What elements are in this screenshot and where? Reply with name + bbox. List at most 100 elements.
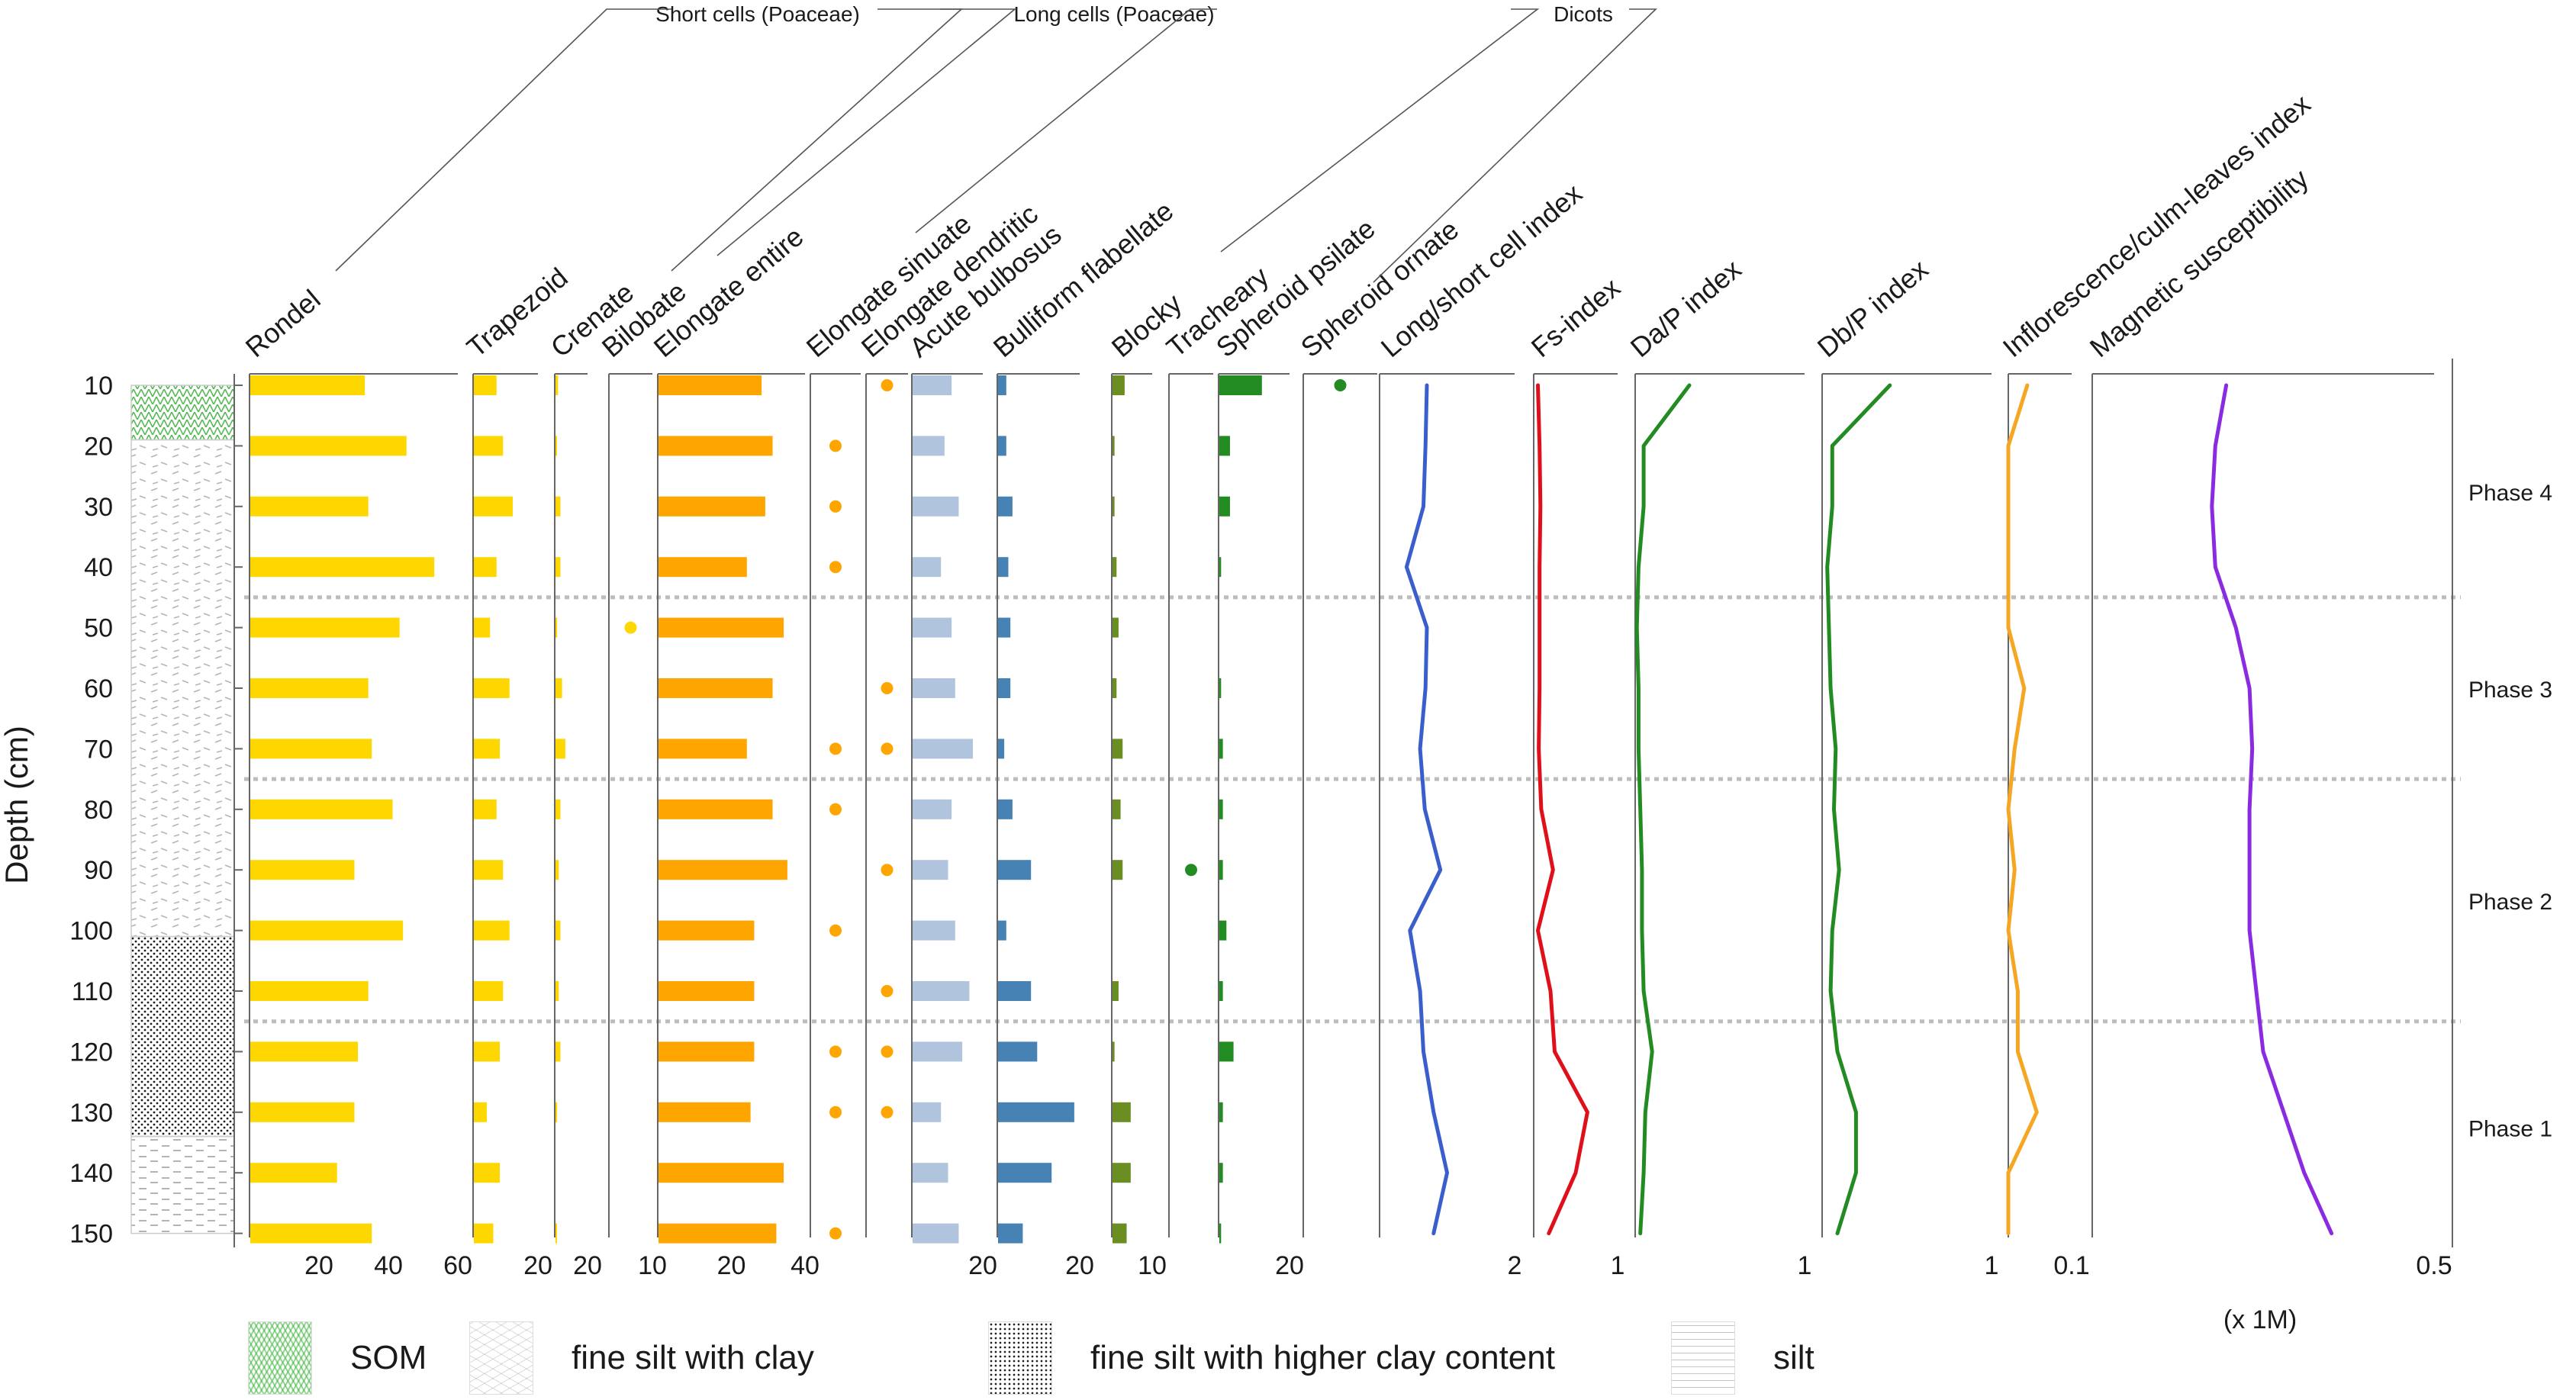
spheroid-psilate-bar-10 xyxy=(1219,375,1262,395)
y-tick-label-70: 70 xyxy=(84,735,113,764)
y-tick-label-20: 20 xyxy=(84,432,113,461)
acute-bulbosus-bar-40 xyxy=(913,557,942,578)
magnetic-susceptibility-tick-0-5: 0.5 xyxy=(2416,1251,2452,1280)
crenate-bar-50 xyxy=(555,617,558,638)
phase-boundaries xyxy=(244,359,2461,1247)
elongate-sinuate-dot-130 xyxy=(829,1106,842,1118)
elongate-entire-bar-120 xyxy=(658,1041,755,1062)
acute-bulbosus-tick-20: 20 xyxy=(968,1251,997,1280)
elongate-entire-bar-130 xyxy=(658,1102,751,1122)
crenate-bar-90 xyxy=(555,860,559,880)
blocky-bar-130 xyxy=(1113,1102,1131,1122)
y-tick-label-60: 60 xyxy=(84,674,113,703)
elongate-sinuate-dot-100 xyxy=(829,924,842,937)
rondel-bar-70 xyxy=(250,739,372,759)
elongate-entire-bar-140 xyxy=(658,1163,784,1183)
elongate-entire-tick-40: 40 xyxy=(791,1251,819,1280)
acute-bulbosus-bar-30 xyxy=(913,496,959,517)
elongate-entire-bar-60 xyxy=(658,678,773,698)
elongate-entire-bar-10 xyxy=(658,375,762,395)
da-p-index-tick-1: 1 xyxy=(1798,1251,1812,1280)
panel-db-p-index: Db/P index 1 xyxy=(1811,253,1999,1280)
acute-bulbosus-bar-100 xyxy=(913,920,955,941)
trapezoid-bar-40 xyxy=(474,557,497,578)
short-cells-poaceae-leader-1 xyxy=(335,8,671,272)
spheroid-ornate-dot-10 xyxy=(1334,379,1347,391)
elongate-entire-bar-40 xyxy=(658,557,747,578)
spheroid-psilate-bar-100 xyxy=(1219,920,1227,941)
bulliform-flabellate-bar-100 xyxy=(998,920,1006,941)
spheroid-psilate-bar-80 xyxy=(1219,799,1223,819)
bulliform-flabellate-bar-30 xyxy=(998,496,1013,517)
elongate-entire-bar-150 xyxy=(658,1223,777,1244)
y-tick-label-120: 120 xyxy=(69,1038,113,1067)
blocky-bar-140 xyxy=(1113,1163,1131,1183)
fs-index-title: Fs-index xyxy=(1525,272,1626,363)
crenate-bar-130 xyxy=(555,1102,558,1122)
dicots-group-label: Dicots xyxy=(1554,2,1613,26)
bilobate-tick-10: 10 xyxy=(638,1251,667,1280)
inflorescence-culm-leaves-index-tick-0-1: 0.1 xyxy=(2053,1251,2089,1280)
trapezoid-bar-30 xyxy=(474,496,513,517)
y-axis-ticks: 10 20 30 40 50 60 70 80 90 100 110 120 130 140 150 xyxy=(69,372,243,1249)
elongate-sinuate-dot-80 xyxy=(829,803,842,816)
panel-da-p-index: Da/P index 1 xyxy=(1624,253,1812,1280)
legend-fine-silt-higher-clay: fine silt with higher clay content xyxy=(988,1316,1555,1400)
crenate-bar-30 xyxy=(555,496,561,517)
rondel-bar-120 xyxy=(250,1041,359,1062)
elongate-entire-tick-20: 20 xyxy=(717,1251,746,1280)
group-labels: Short cells (Poaceae) Long cells (Poaceae… xyxy=(335,2,1657,283)
legend-silt-label: silt xyxy=(1773,1339,1814,1376)
acute-bulbosus-bar-90 xyxy=(913,860,948,880)
acute-bulbosus-bar-120 xyxy=(913,1041,963,1062)
acute-bulbosus-bar-80 xyxy=(913,799,952,819)
bulliform-flabellate-bar-140 xyxy=(998,1163,1052,1183)
trapezoid-bar-80 xyxy=(474,799,497,819)
rondel-bar-50 xyxy=(250,617,400,638)
phase-3-label: Phase 3 xyxy=(2468,677,2552,703)
elongate-entire-bar-50 xyxy=(658,617,784,638)
rondel-bar-30 xyxy=(250,496,369,517)
spheroid-psilate-bar-70 xyxy=(1219,739,1223,759)
acute-bulbosus-bar-150 xyxy=(913,1223,959,1244)
fine-silt-higher-clay-swatch xyxy=(988,1321,1052,1395)
blocky-bar-20 xyxy=(1113,436,1115,456)
fs-index-line xyxy=(1536,383,1589,1236)
spheroid-psilate-bar-120 xyxy=(1219,1041,1234,1062)
lithology-unit-1 xyxy=(130,385,235,441)
elongate-entire-bar-70 xyxy=(658,739,747,759)
rondel-bar-100 xyxy=(250,920,404,941)
trapezoid-bar-100 xyxy=(474,920,510,941)
bulliform-flabellate-bar-90 xyxy=(998,860,1032,880)
tracheary-dot-90 xyxy=(1185,864,1197,877)
acute-bulbosus-bar-110 xyxy=(913,981,970,1001)
acute-bulbosus-bar-50 xyxy=(913,617,952,638)
acute-bulbosus-bar-20 xyxy=(913,436,945,456)
y-tick-label-80: 80 xyxy=(84,796,113,825)
lithology-unit-4 xyxy=(130,1135,235,1234)
rondel-bar-90 xyxy=(250,860,355,880)
blocky-bar-120 xyxy=(1113,1041,1115,1062)
crenate-bar-60 xyxy=(555,678,562,698)
bulliform-flabellate-tick-20: 20 xyxy=(1065,1251,1094,1280)
trapezoid-bar-60 xyxy=(474,678,510,698)
long-cells-poaceae-leader-2 xyxy=(915,8,1217,233)
fine-silt-clay-swatch xyxy=(469,1321,533,1395)
da-p-index-line xyxy=(1634,383,1692,1236)
blocky-bar-110 xyxy=(1113,981,1119,1001)
blocky-bar-90 xyxy=(1113,860,1123,880)
legend-som-label: SOM xyxy=(350,1339,427,1376)
blocky-bar-10 xyxy=(1113,375,1125,395)
elongate-entire-bar-100 xyxy=(658,920,755,941)
lithology-unit-3 xyxy=(130,935,235,1138)
phase-labels: Phase 4 Phase 3 Phase 2 Phase 1 xyxy=(2468,481,2552,1142)
trapezoid-bar-150 xyxy=(474,1223,494,1244)
db-p-index-title: Db/P index xyxy=(1811,253,1934,363)
y-tick-label-110: 110 xyxy=(72,977,113,1006)
elongate-dendritic-dot-70 xyxy=(881,742,894,755)
spheroid-psilate-bar-30 xyxy=(1219,496,1230,517)
rondel-tick-20: 20 xyxy=(304,1251,333,1280)
blocky-bar-40 xyxy=(1113,557,1117,578)
inflorescence-culm-leaves-index-title: Inflorescence/culm-leaves index xyxy=(1997,88,2317,363)
elongate-entire-bar-30 xyxy=(658,496,765,517)
